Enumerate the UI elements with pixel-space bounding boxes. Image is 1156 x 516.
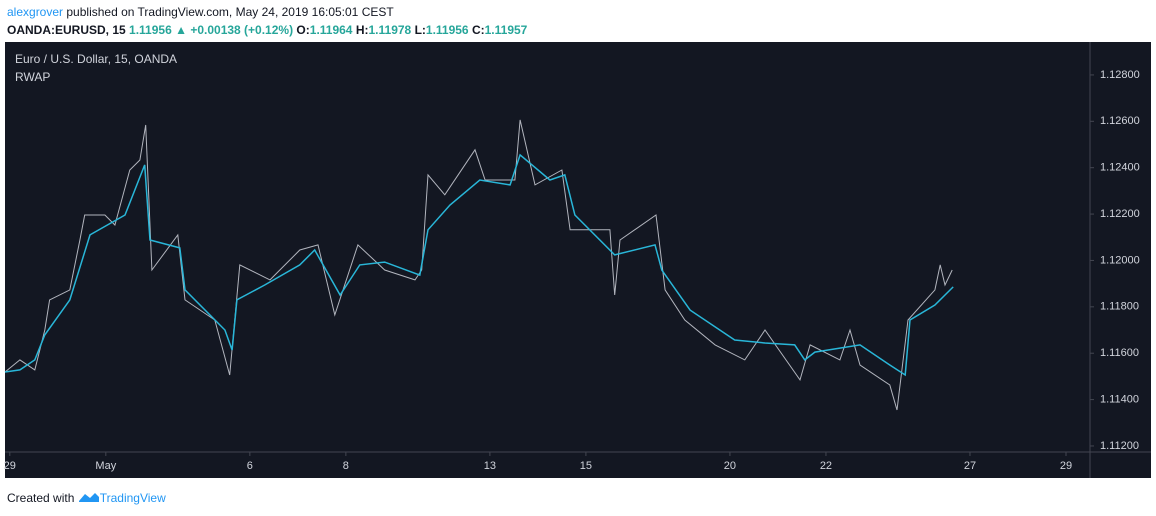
logo [78,493,99,502]
quote: OANDA:EURUSD, 15 1.11956 ▲ +0.00138 (+0.… [7,23,527,37]
y-tick-label: 1.12600 [1100,115,1140,127]
published: published on TradingView.com, May 24, 20… [66,5,394,19]
price-line [4,119,953,411]
ohlc-label: H: [355,23,369,37]
ohlc-value: 1.11978 [368,23,412,37]
y-tick-label: 1.11800 [1100,301,1139,313]
ohlc-label: C: [471,23,485,37]
last: 1.11956 [129,23,172,37]
y-tick-label: 1.12000 [1100,254,1140,266]
x-tick-label: 8 [343,460,349,472]
x-tick-label: 6 [247,460,253,472]
created-with: Created with [7,491,75,505]
x-tick-label: May [95,460,116,472]
y-tick-label: 1.12400 [1100,162,1140,174]
header: alexgrover published on TradingView.com,… [7,5,394,19]
brand[interactable]: TradingView [99,491,166,505]
symbol: OANDA:EURUSD, 15 [7,23,126,37]
chart-title: Euro / U.S. Dollar, 15, OANDA [15,52,177,66]
x-tick-label: 27 [964,460,976,472]
x-tick-label: 22 [820,460,832,472]
ohlc-label: L: [414,23,426,37]
legend-entry: RWAP [15,70,50,84]
chart: Euro / U.S. Dollar, 15, OANDA RWAP 1.112… [4,42,1151,478]
y-tick-label: 1.12200 [1100,208,1140,220]
x-tick-label: 20 [724,460,736,472]
ohlc-label: O: [296,23,310,37]
author[interactable]: alexgrover [7,5,64,19]
x-tick-label: 29 [4,460,16,472]
x-tick-label: 29 [1060,460,1072,472]
footer: Created with TradingView [7,491,166,505]
price-line [4,153,954,377]
y-tick-label: 1.11200 [1100,440,1139,452]
ohlc-value: 1.11964 [309,23,353,37]
up-arrow: ▲ [175,23,187,37]
y-tick-label: 1.11400 [1100,393,1139,405]
ohlc-value: 1.11957 [484,23,528,37]
chart-background [5,42,1151,478]
y-tick-label: 1.12800 [1100,69,1140,81]
change: +0.00138 (+0.12%) [190,23,294,37]
x-tick-label: 13 [484,460,496,472]
y-tick-label: 1.11600 [1100,347,1139,359]
ohlc-value: 1.11956 [425,23,469,37]
x-tick-label: 15 [580,460,592,472]
